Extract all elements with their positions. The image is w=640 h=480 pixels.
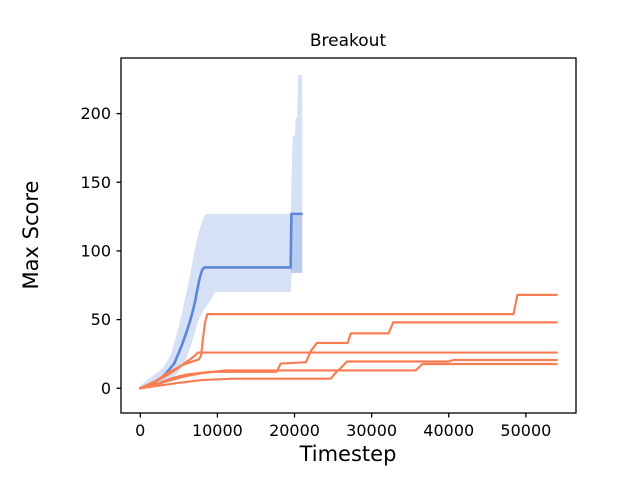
- y-axis-ticks: 0 50 100 150 200: [80, 104, 121, 398]
- y-tick-label: 150: [80, 173, 111, 192]
- x-axis-label: Timestep: [299, 442, 397, 466]
- x-tick-label: 40000: [423, 421, 474, 440]
- x-axis-ticks: 0 10000 20000 30000 40000 50000: [135, 413, 551, 440]
- chart-title: Breakout: [310, 31, 387, 51]
- orange-run-2-line: [139, 321, 558, 390]
- axes-frame: [120, 57, 577, 414]
- confidence-band-group: [140, 75, 303, 389]
- y-tick-label: 200: [80, 104, 111, 123]
- orange-run-4-line: [139, 358, 558, 390]
- blue-confidence-band: [140, 75, 303, 389]
- x-tick-label: 50000: [500, 421, 551, 440]
- y-tick-label: 0: [101, 379, 111, 398]
- y-tick-label: 50: [91, 310, 111, 329]
- y-axis-label: Max Score: [19, 181, 43, 290]
- x-tick-label: 0: [135, 421, 145, 440]
- blue-confidence-band-overlap: [290, 215, 303, 273]
- x-tick-label: 20000: [269, 421, 320, 440]
- x-tick-label: 10000: [192, 421, 243, 440]
- x-tick-label: 30000: [346, 421, 397, 440]
- series-lines-group: [138, 212, 558, 390]
- y-tick-label: 100: [80, 241, 111, 260]
- orange-run-5-line: [139, 362, 558, 390]
- orange-run-3-line: [139, 351, 558, 390]
